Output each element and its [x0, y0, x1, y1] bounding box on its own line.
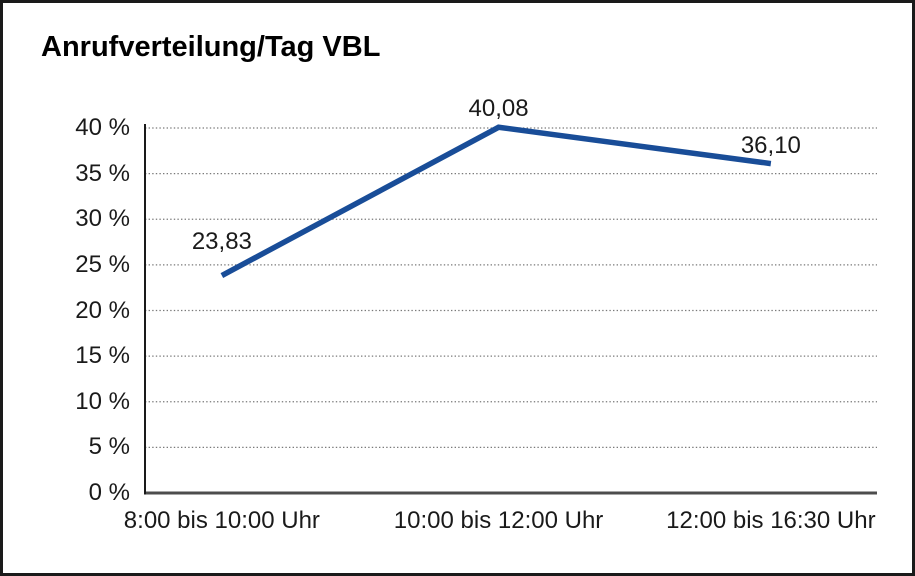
data-point-label: 40,08 — [468, 95, 529, 123]
x-category-label: 10:00 bis 12:00 Uhr — [393, 507, 604, 534]
y-tick-label: 20 % — [75, 296, 130, 324]
x-category-label: 12:00 bis 16:30 Uhr — [666, 507, 876, 534]
data-series-line — [220, 124, 772, 278]
data-point-label: 23,83 — [191, 227, 252, 255]
y-tick-label: 5 % — [88, 433, 130, 461]
x-category-label: 8:00 bis 10:00 Uhr — [123, 507, 320, 534]
plot-area — [144, 124, 877, 495]
y-tick-label: 10 % — [75, 387, 130, 415]
y-tick-label: 30 % — [75, 205, 130, 233]
chart-title: Anrufverteilung/Tag VBL — [41, 31, 381, 63]
data-point-label: 36,10 — [740, 131, 801, 159]
y-tick-label: 40 % — [75, 114, 130, 141]
y-tick-label: 25 % — [75, 250, 130, 278]
y-tick-label: 15 % — [75, 342, 130, 370]
line-chart-canvas — [144, 124, 877, 495]
y-tick-label: 0 % — [88, 479, 130, 506]
y-tick-label: 35 % — [75, 159, 130, 187]
